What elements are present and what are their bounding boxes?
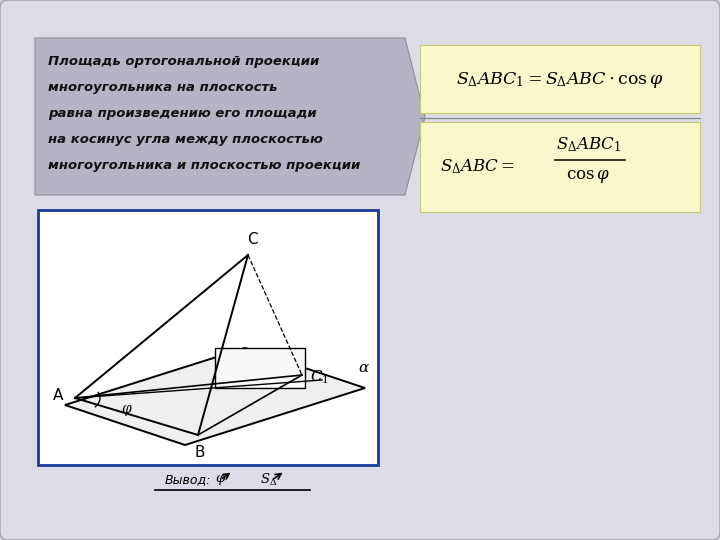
Text: равна произведению его площади: равна произведению его площади (48, 107, 317, 120)
Text: Площадь ортогональной проекции: Площадь ортогональной проекции (48, 56, 319, 69)
Polygon shape (35, 38, 425, 195)
Polygon shape (65, 348, 365, 445)
Text: B: B (194, 445, 205, 460)
FancyBboxPatch shape (38, 210, 378, 465)
Text: A: A (53, 388, 63, 403)
Text: $C_1$: $C_1$ (310, 368, 329, 386)
Text: $\varphi$: $\varphi$ (215, 473, 226, 487)
FancyBboxPatch shape (420, 45, 700, 113)
Text: Вывод:: Вывод: (165, 474, 212, 487)
Text: многоугольника на плоскость: многоугольника на плоскость (48, 82, 277, 94)
Text: $S_{\Delta}$: $S_{\Delta}$ (260, 472, 277, 488)
Text: $S_{\Delta}ABC_1 = S_{\Delta}ABC \cdot \cos\varphi$: $S_{\Delta}ABC_1 = S_{\Delta}ABC \cdot \… (456, 70, 664, 90)
Text: $S_{\Delta}ABC_1$: $S_{\Delta}ABC_1$ (556, 136, 621, 154)
Text: C: C (247, 232, 257, 247)
Text: $\varphi$: $\varphi$ (121, 402, 132, 417)
Text: на косинус угла между плоскостью: на косинус угла между плоскостью (48, 133, 323, 146)
Text: $S_{\Delta}ABC =$: $S_{\Delta}ABC =$ (440, 158, 515, 177)
Polygon shape (215, 348, 305, 388)
Text: $\cos\varphi$: $\cos\varphi$ (566, 167, 610, 185)
Text: многоугольника и плоскостью проекции: многоугольника и плоскостью проекции (48, 159, 360, 172)
FancyBboxPatch shape (420, 122, 700, 212)
Text: $\alpha$: $\alpha$ (358, 361, 370, 375)
